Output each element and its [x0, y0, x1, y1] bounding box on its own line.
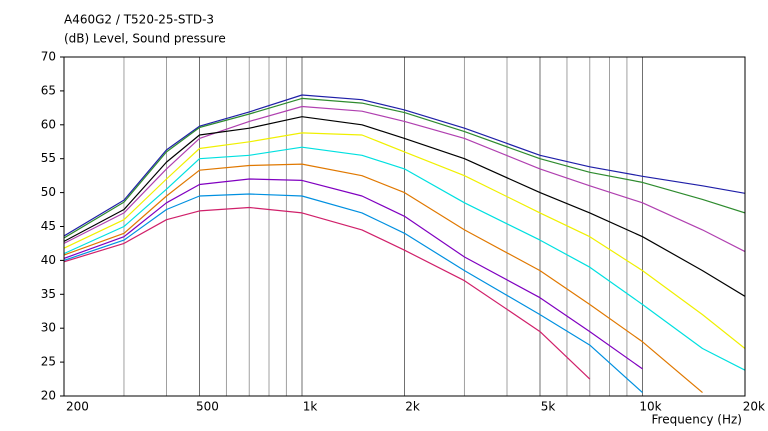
y-tick-label: 60 — [41, 117, 56, 131]
x-tick-label: 5k — [541, 400, 556, 414]
series-line — [64, 163, 703, 394]
y-tick-label: 30 — [41, 321, 56, 335]
y-tick-label: 35 — [41, 287, 56, 301]
series-line — [64, 206, 591, 380]
plot-frame — [63, 56, 746, 397]
y-tick-label: 25 — [41, 355, 56, 369]
series-line — [64, 116, 745, 297]
y-tick-label: 40 — [41, 253, 56, 267]
plot-lines — [64, 94, 745, 394]
series-line — [64, 105, 745, 253]
y-tick-label: 70 — [41, 50, 56, 64]
x-tick-label: 20k — [743, 400, 765, 414]
y-tick-label: 45 — [41, 219, 56, 233]
series-line — [64, 193, 643, 394]
x-tick-label: 1k — [303, 400, 318, 414]
x-tick-label: 10k — [639, 400, 661, 414]
x-tick-label: 2k — [405, 400, 420, 414]
chart-title: A460G2 / T520-25-STD-3 — [64, 13, 214, 27]
series-line — [64, 178, 643, 370]
y-tick-label: 55 — [41, 151, 56, 165]
series-line — [64, 146, 745, 371]
y-tick-label: 20 — [41, 389, 56, 403]
x-axis-label: Frequency (Hz) — [652, 413, 743, 427]
series-line — [64, 132, 745, 349]
series-line — [64, 97, 745, 239]
y-axis-label: (dB) Level, Sound pressure — [64, 32, 226, 46]
x-tick-label: 500 — [196, 400, 219, 414]
y-tick-label: 65 — [41, 83, 56, 97]
series-line — [64, 94, 745, 237]
y-tick-label: 50 — [41, 185, 56, 199]
x-tick-label: 200 — [66, 400, 89, 414]
